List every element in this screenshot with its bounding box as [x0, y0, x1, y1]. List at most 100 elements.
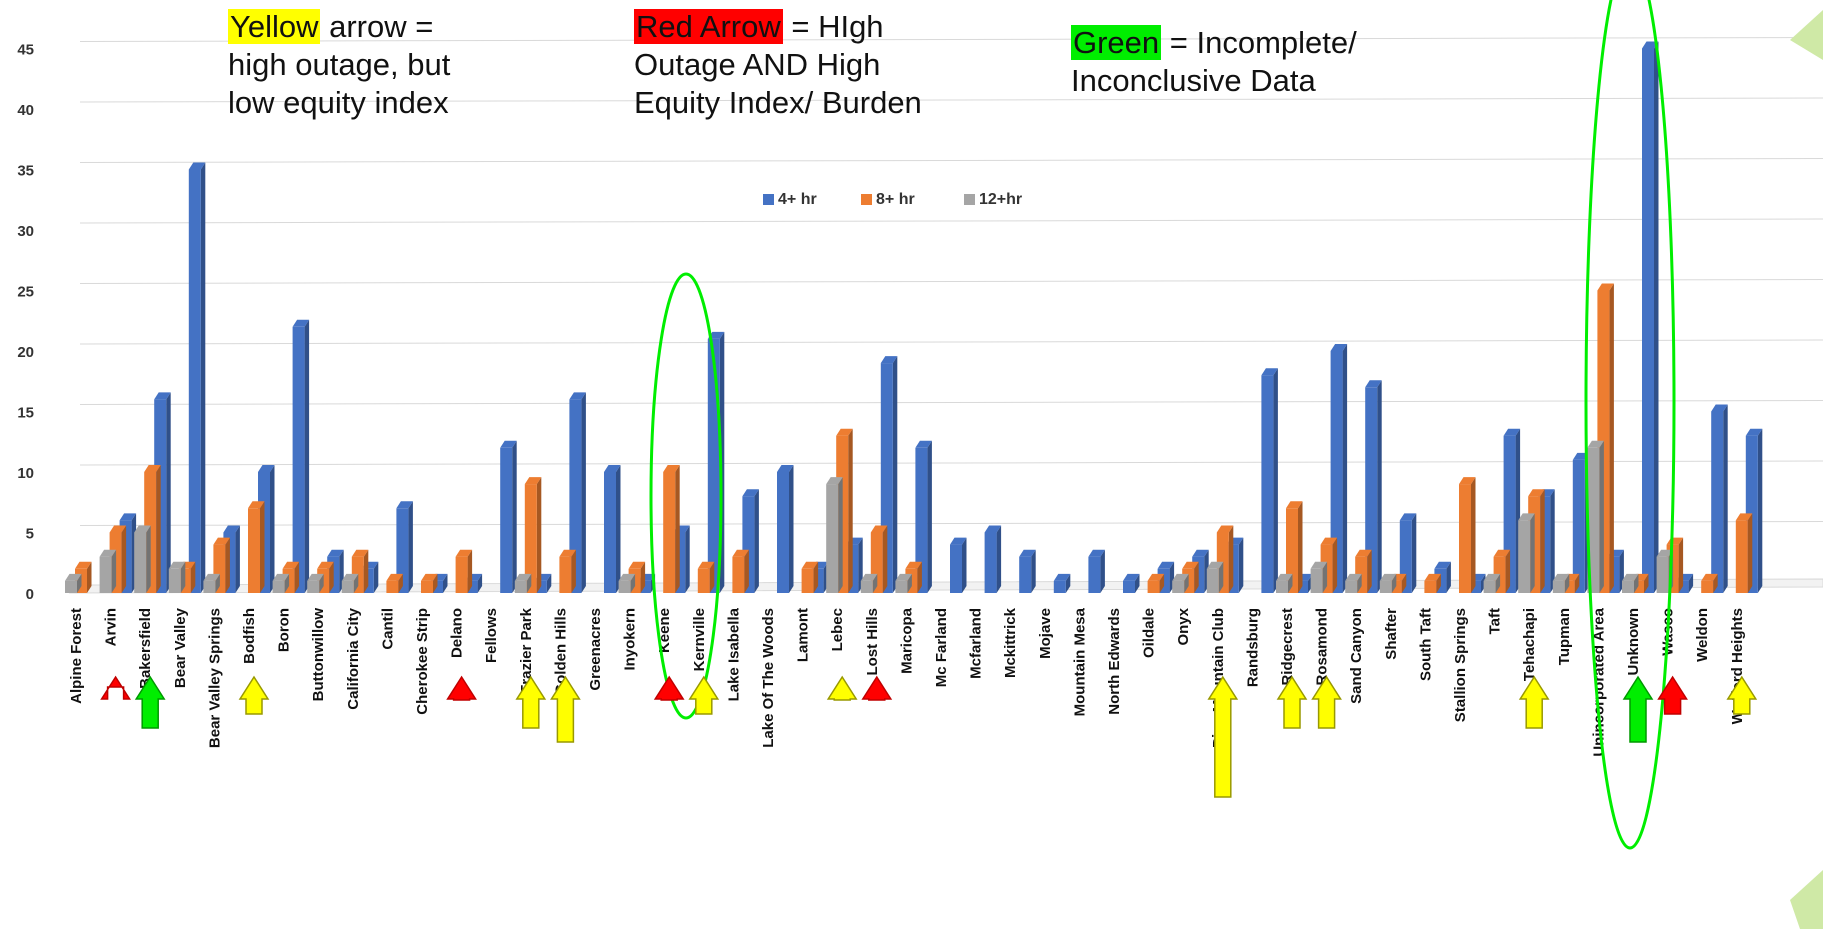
bar-side [1322, 561, 1328, 593]
bar-top [559, 549, 576, 557]
bar-side [373, 561, 379, 593]
bar [524, 484, 537, 593]
bar [1379, 580, 1392, 593]
bar [1019, 556, 1032, 593]
x-tick-label: Cherokee Strip [414, 608, 431, 715]
bar-side [1599, 440, 1604, 593]
bar-top [1261, 368, 1278, 376]
bar [860, 580, 873, 593]
bar-side [1357, 573, 1362, 593]
x-tick-label: Stallion Springs [1452, 608, 1469, 722]
bar-top [618, 573, 636, 581]
bar-side [1446, 561, 1451, 593]
bar-side [581, 392, 586, 593]
bar [1088, 556, 1101, 593]
bar-side [156, 465, 161, 593]
bar-side [1411, 513, 1417, 593]
bar-top [1206, 561, 1224, 569]
red-note-line1: = HIgh [782, 9, 884, 44]
bar-top [65, 573, 82, 581]
bar [341, 580, 354, 593]
gridline [79, 521, 1823, 526]
bar-top [628, 561, 646, 569]
x-tick-label: Lamont [795, 608, 812, 662]
x-tick-label: Bakersfield [137, 608, 154, 689]
x-tick-label: Buttonwillow [310, 608, 327, 702]
x-tick-label: Mcfarland [968, 608, 985, 679]
bar-top [1123, 573, 1140, 581]
bar-top [1345, 573, 1362, 581]
bar [1656, 556, 1669, 593]
bar [1701, 580, 1714, 593]
decor-stroke [1790, 10, 1823, 60]
x-tick-label: Bear Valley [172, 607, 189, 688]
bar-top [258, 465, 275, 472]
bar-side [1238, 537, 1244, 593]
bar-top [75, 561, 92, 569]
y-tick-label: 10 [17, 465, 34, 482]
bar-side [363, 549, 369, 593]
red-legend-note: Red Arrow = HIgh Outage AND High Equity … [634, 8, 922, 122]
bar-side [917, 561, 922, 593]
bar [826, 484, 839, 593]
bar [1711, 411, 1724, 593]
bar-side [1550, 489, 1555, 593]
bar-top [341, 573, 359, 581]
bar-top [1172, 573, 1189, 581]
green-note-line1: = Incomplete/ [1161, 25, 1357, 60]
green-legend-note: Green = Incomplete/ Inconclusive Data [1071, 24, 1357, 100]
bar-top [905, 561, 922, 569]
bar-top [732, 549, 749, 557]
bar-top [282, 561, 300, 569]
gridline [79, 460, 1823, 466]
bar-side [1495, 573, 1501, 593]
legend-swatch [763, 194, 774, 205]
bar-top [248, 501, 265, 509]
bar-top [386, 573, 403, 581]
bar [168, 568, 181, 593]
x-tick-label: Kernville [691, 608, 708, 671]
red-arrow [653, 675, 685, 701]
bar-top [604, 465, 621, 472]
bar-side [1757, 428, 1763, 593]
bar-side [398, 573, 403, 593]
bar-side [329, 561, 334, 593]
x-tick-label: Randsburg [1244, 608, 1261, 687]
bar [292, 326, 305, 593]
highlight-ellipse [649, 272, 723, 720]
yellow-arrow [688, 675, 720, 715]
bar [203, 580, 216, 593]
bar-top [396, 501, 413, 509]
red-arrow [446, 675, 477, 701]
bar-side [1184, 573, 1189, 593]
bar-side [1135, 573, 1140, 593]
bar-top [1157, 561, 1175, 569]
bar [1518, 520, 1531, 593]
bar-top [421, 573, 438, 581]
x-tick-label: Frazier Park [518, 607, 535, 694]
bar-top [327, 549, 344, 557]
x-tick-label: Alpine Forest [68, 608, 85, 704]
bar-side [146, 525, 151, 593]
bar-side [225, 537, 230, 593]
bar-side [215, 573, 220, 593]
bar-side [77, 573, 82, 593]
bar [134, 532, 147, 593]
bar-side [675, 465, 680, 593]
bar-top [272, 573, 290, 581]
highlight-ellipse [1584, 0, 1676, 850]
bar [1587, 447, 1600, 593]
bar [663, 472, 676, 593]
bar-side [709, 561, 715, 593]
bar [1622, 580, 1634, 593]
bar-top [1735, 513, 1753, 521]
bar-side [882, 525, 888, 593]
bar-side [260, 501, 265, 593]
bar-top [1483, 573, 1501, 581]
bar [1261, 375, 1274, 593]
legend-label: 12+hr [979, 191, 1022, 208]
red-arrow [1657, 675, 1688, 715]
bar [1552, 580, 1565, 593]
bar-side [1574, 573, 1580, 593]
